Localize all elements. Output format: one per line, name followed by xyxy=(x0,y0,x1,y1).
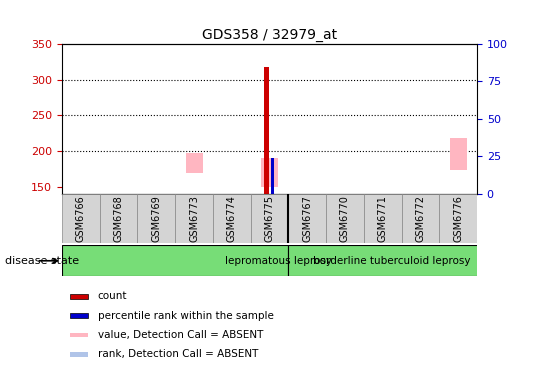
Bar xyxy=(264,67,269,194)
Text: GSM6776: GSM6776 xyxy=(453,195,463,242)
Bar xyxy=(70,333,88,337)
Text: GSM6769: GSM6769 xyxy=(151,195,161,242)
Bar xyxy=(100,194,137,243)
Bar xyxy=(185,153,203,172)
Bar xyxy=(450,138,467,171)
Text: GSM6775: GSM6775 xyxy=(265,195,274,242)
Text: percentile rank within the sample: percentile rank within the sample xyxy=(98,311,273,321)
Text: lepromatous leprosy: lepromatous leprosy xyxy=(225,256,333,266)
Bar xyxy=(288,245,496,276)
Bar xyxy=(137,194,175,243)
Bar xyxy=(70,294,88,299)
Bar xyxy=(251,194,288,243)
Text: borderline tuberculoid leprosy: borderline tuberculoid leprosy xyxy=(313,256,471,266)
Bar xyxy=(326,194,364,243)
Text: GSM6766: GSM6766 xyxy=(76,195,86,242)
Bar xyxy=(175,194,213,243)
Bar xyxy=(402,194,439,243)
Text: GSM6768: GSM6768 xyxy=(114,195,123,242)
Bar xyxy=(70,352,88,357)
Bar xyxy=(439,194,477,243)
Bar xyxy=(271,158,274,194)
Title: GDS358 / 32979_at: GDS358 / 32979_at xyxy=(202,27,337,41)
Bar xyxy=(70,313,88,318)
Text: count: count xyxy=(98,291,127,301)
Text: disease state: disease state xyxy=(5,256,80,266)
Bar xyxy=(261,158,278,187)
Text: GSM6771: GSM6771 xyxy=(378,195,388,242)
Bar xyxy=(213,194,251,243)
Text: GSM6774: GSM6774 xyxy=(227,195,237,242)
Bar xyxy=(288,194,326,243)
Text: rank, Detection Call = ABSENT: rank, Detection Call = ABSENT xyxy=(98,349,258,359)
Text: GSM6767: GSM6767 xyxy=(302,195,312,242)
Text: GSM6773: GSM6773 xyxy=(189,195,199,242)
Bar xyxy=(364,194,402,243)
Text: GSM6772: GSM6772 xyxy=(416,195,425,242)
Text: GSM6770: GSM6770 xyxy=(340,195,350,242)
Text: value, Detection Call = ABSENT: value, Detection Call = ABSENT xyxy=(98,330,263,340)
Bar xyxy=(62,194,100,243)
Bar xyxy=(62,245,288,276)
